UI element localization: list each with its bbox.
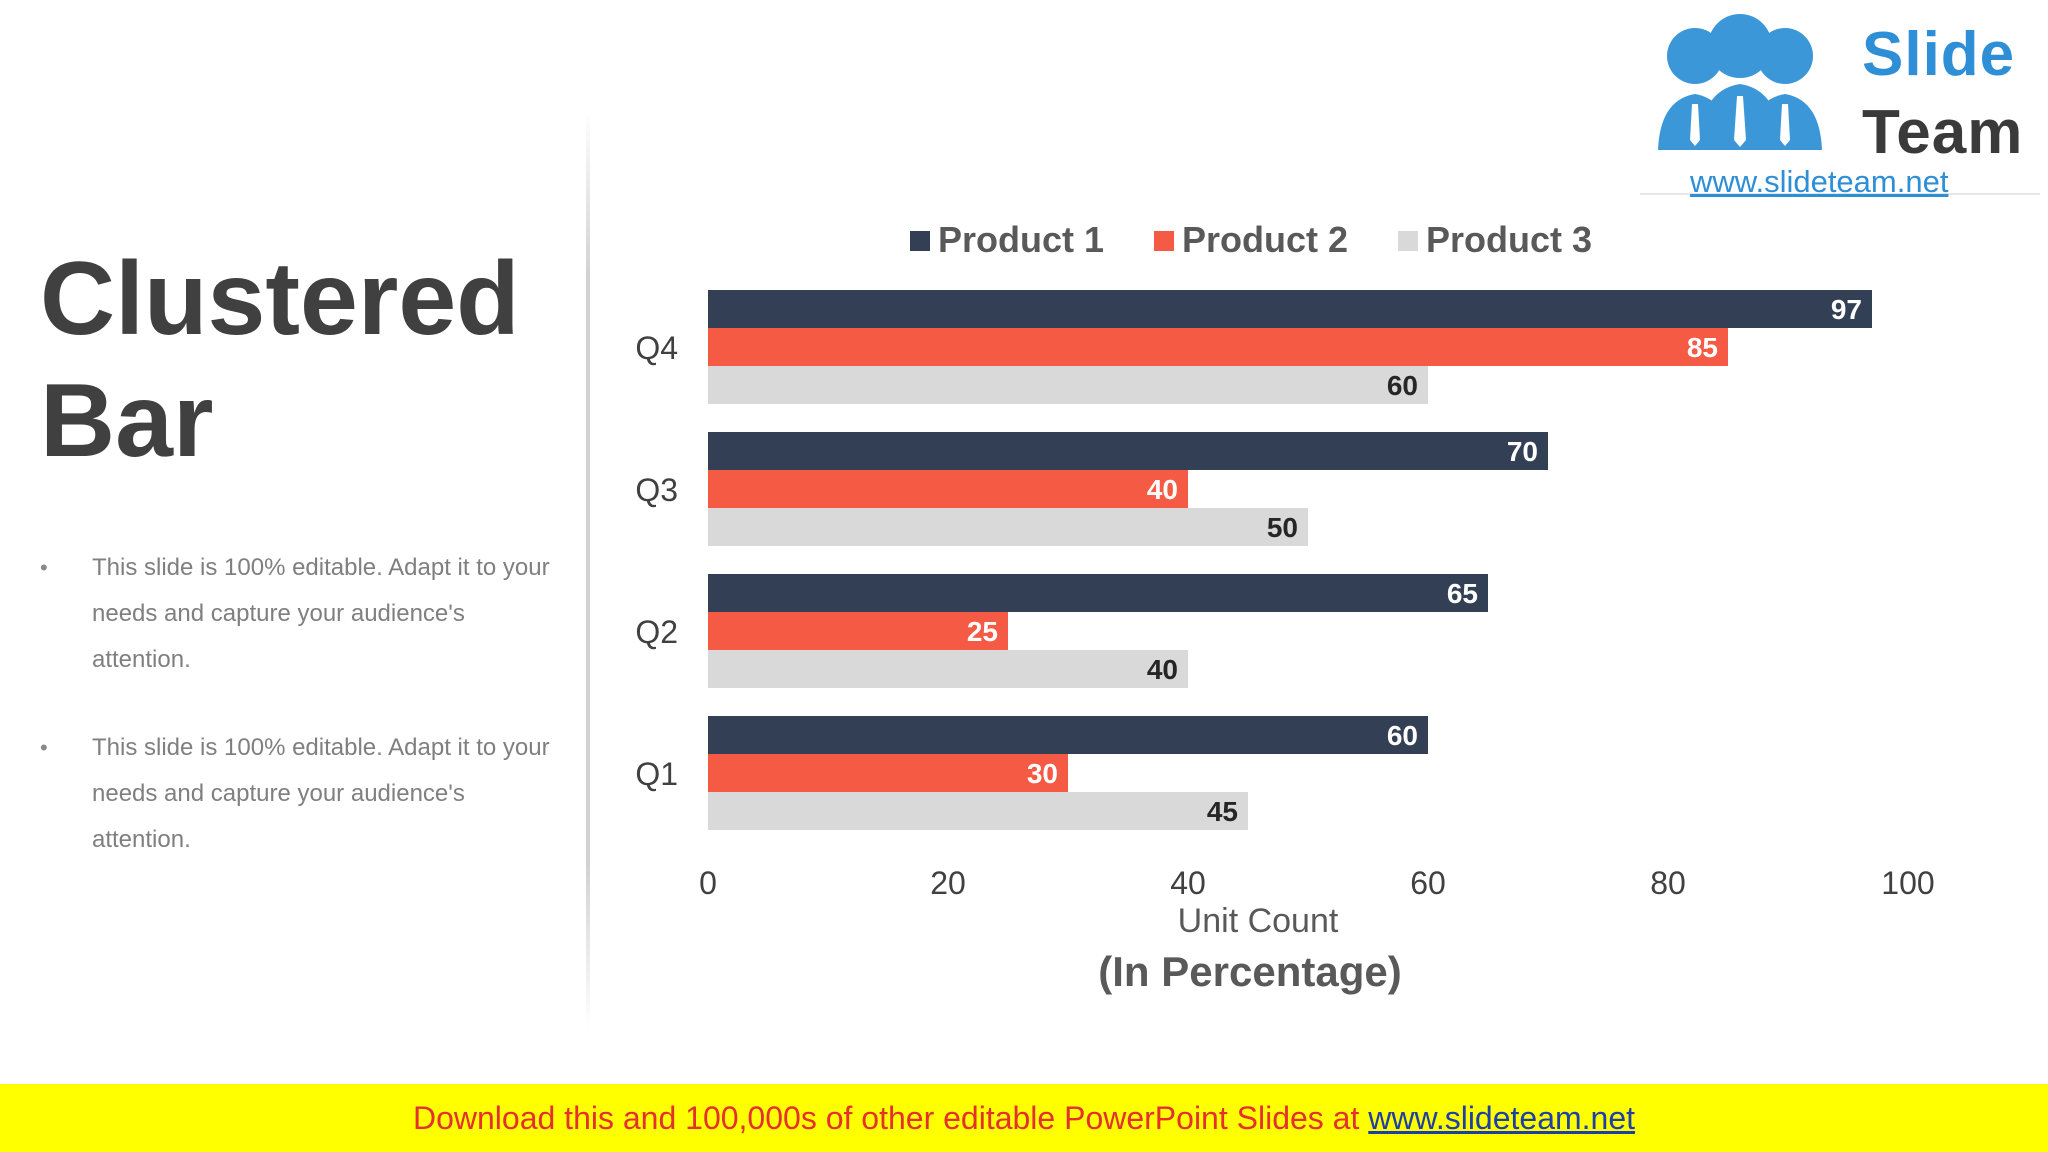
legend-swatch-2 — [1154, 231, 1174, 251]
x-tick-label-20: 20 — [930, 865, 966, 901]
x-tick-label-100: 100 — [1881, 865, 1934, 901]
people-group-icon — [1640, 14, 2040, 195]
y-tick-label-q4: Q4 — [635, 330, 678, 366]
x-axis-label: Unit Count — [1178, 902, 1339, 940]
bar-q1-series-3 — [708, 792, 1248, 830]
bullet-text: This slide is 100% editable. Adapt it to… — [92, 734, 550, 853]
bullet-item: • This slide is 100% editable. Adapt it … — [40, 725, 560, 863]
download-banner: Download this and 100,000s of other edit… — [0, 1084, 2048, 1152]
bullet-text: This slide is 100% editable. Adapt it to… — [92, 554, 550, 673]
y-tick-label-q3: Q3 — [635, 472, 678, 508]
y-tick-label-q2: Q2 — [635, 614, 678, 650]
bar-q2-series-2 — [708, 612, 1008, 650]
bullet-dot-icon: • — [40, 735, 48, 760]
legend-label-3: Product 3 — [1426, 219, 1592, 260]
x-tick-label-0: 0 — [699, 865, 717, 901]
data-label-q4-series-2: 85 — [1687, 332, 1718, 363]
logo-word-team: Team — [1862, 98, 2024, 167]
x-tick-label-40: 40 — [1170, 865, 1206, 901]
logo-word-slide: Slide — [1862, 20, 2016, 89]
y-tick-label-q1: Q1 — [635, 756, 678, 792]
bar-q3-series-3 — [708, 508, 1308, 546]
bar-q4-series-3 — [708, 366, 1428, 404]
data-label-q3-series-1: 70 — [1507, 436, 1538, 467]
data-label-q4-series-3: 60 — [1387, 370, 1418, 401]
data-label-q2-series-2: 25 — [967, 616, 998, 647]
legend-swatch-1 — [910, 231, 930, 251]
banner-link[interactable]: www.slideteam.net — [1368, 1100, 1636, 1136]
vertical-divider — [586, 110, 590, 1030]
bullet-dot-icon: • — [40, 555, 48, 580]
data-label-q2-series-1: 65 — [1447, 578, 1478, 609]
bar-q2-series-3 — [708, 650, 1188, 688]
x-tick-label-60: 60 — [1410, 865, 1446, 901]
bar-q4-series-1 — [708, 290, 1872, 328]
data-label-q1-series-3: 45 — [1207, 796, 1238, 827]
bar-q4-series-2 — [708, 328, 1728, 366]
slideteam-logo: Slide Team www.slideteam.net — [1640, 4, 2040, 199]
slide-title-line-1: Clustered — [40, 241, 520, 357]
bar-q3-series-1 — [708, 432, 1548, 470]
logo-url-link[interactable]: www.slideteam.net — [1690, 164, 1949, 199]
slide-title: Clustered Bar — [40, 238, 580, 482]
bar-q2-series-1 — [708, 574, 1488, 612]
chart-subtitle: (In Percentage) — [1098, 948, 1401, 995]
data-label-q4-series-1: 97 — [1831, 294, 1862, 325]
data-label-q3-series-3: 50 — [1267, 512, 1298, 543]
banner-text: Download this and 100,000s of other edit… — [412, 1100, 1369, 1136]
bar-q1-series-2 — [708, 754, 1068, 792]
data-label-q1-series-1: 60 — [1387, 720, 1418, 751]
bar-q1-series-1 — [708, 716, 1428, 754]
bullet-item: • This slide is 100% editable. Adapt it … — [40, 545, 560, 683]
legend-swatch-3 — [1398, 231, 1418, 251]
clustered-bar-chart: Product 1 Product 2 Product 3 Q1 60 30 45 Q2 65 2… — [635, 219, 1934, 995]
slide-title-line-2: Bar — [40, 363, 214, 479]
bar-q3-series-2 — [708, 470, 1188, 508]
data-label-q3-series-2: 40 — [1147, 474, 1178, 505]
legend-label-1: Product 1 — [938, 219, 1104, 260]
legend-label-2: Product 2 — [1182, 219, 1348, 260]
bullet-list: • This slide is 100% editable. Adapt it … — [40, 545, 560, 905]
x-tick-label-80: 80 — [1650, 865, 1686, 901]
data-label-q1-series-2: 30 — [1027, 758, 1058, 789]
data-label-q2-series-3: 40 — [1147, 654, 1178, 685]
